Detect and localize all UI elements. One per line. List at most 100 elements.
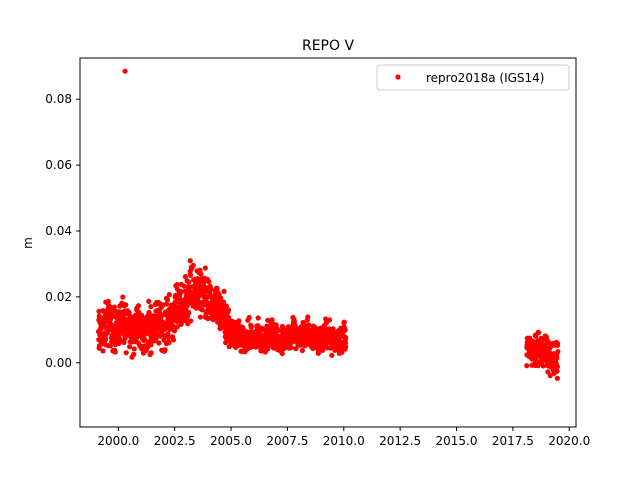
data-point-spread xyxy=(255,315,261,321)
y-axis-label: m xyxy=(21,237,35,249)
data-point-spread xyxy=(187,258,193,264)
data-point-spread xyxy=(199,307,205,313)
data-point-spread xyxy=(536,329,542,336)
data-point-spread xyxy=(331,334,337,340)
data-point-spread xyxy=(164,333,170,339)
data-point-spread xyxy=(105,342,111,349)
data-point-spread xyxy=(120,294,126,300)
data-point-spread xyxy=(133,330,139,336)
data-point-spread xyxy=(96,317,102,323)
data-point-spread xyxy=(218,295,224,301)
data-point-spread xyxy=(524,352,530,358)
data-point-spread xyxy=(215,300,221,307)
data-point-spread xyxy=(182,274,188,280)
data-point-spread xyxy=(172,304,178,311)
data-point-spread xyxy=(218,305,224,312)
data-point-spread xyxy=(272,345,278,351)
x-tick-label: 2007.5 xyxy=(266,434,308,448)
plot-frame xyxy=(79,57,577,428)
data-point-spread xyxy=(113,320,120,326)
data-point-spread xyxy=(291,319,297,325)
data-point-spread xyxy=(224,314,230,320)
data-point-spread xyxy=(123,320,129,326)
data-point-spread xyxy=(304,324,310,330)
data-point-spread xyxy=(532,348,539,355)
x-tick-label: 2015.0 xyxy=(436,434,478,448)
data-point-spread xyxy=(554,375,560,381)
data-point-spread xyxy=(271,330,277,336)
data-point-spread xyxy=(325,332,331,338)
data-point-spread xyxy=(122,335,128,341)
data-point-spread xyxy=(195,291,201,297)
data-point-spread xyxy=(330,341,337,347)
data-point-spread xyxy=(220,299,227,305)
data-point-spread xyxy=(554,342,561,349)
data-point-spread xyxy=(173,283,179,289)
data-point-spread xyxy=(131,351,137,357)
data-point-spread xyxy=(321,331,327,337)
data-point-spread xyxy=(299,347,305,354)
data-point-spread xyxy=(96,308,102,314)
data-point-spread xyxy=(127,324,134,330)
data-point-spread xyxy=(548,342,554,348)
data-point-spread xyxy=(338,339,345,345)
data-point-spread xyxy=(321,344,327,350)
data-point-spread xyxy=(342,336,349,342)
data-point-spread xyxy=(248,339,255,345)
x-tick-label: 2000.0 xyxy=(97,434,139,448)
data-point-spread xyxy=(96,313,102,319)
data-point-spread xyxy=(166,340,172,346)
y-tick-label: 0.02 xyxy=(45,290,72,304)
data-point-spread xyxy=(97,331,103,337)
data-point-spread xyxy=(341,320,347,326)
data-point-spread xyxy=(555,349,561,355)
data-point xyxy=(122,68,128,74)
data-point-spread xyxy=(197,314,204,320)
data-point-spread xyxy=(190,262,196,269)
data-point-spread xyxy=(181,297,187,303)
data-point-spread xyxy=(551,355,557,362)
data-point-spread xyxy=(163,301,170,307)
data-point-spread xyxy=(185,284,191,290)
data-point-spread xyxy=(187,272,194,278)
y-tick-label: 0.06 xyxy=(45,158,72,172)
data-point-spread xyxy=(105,298,111,305)
data-point-spread xyxy=(236,338,242,344)
data-point-spread xyxy=(159,312,165,319)
data-point-spread xyxy=(547,373,553,379)
data-point-spread xyxy=(217,323,224,330)
data-point-spread xyxy=(340,325,346,331)
legend-marker xyxy=(395,74,401,80)
data-point-spread xyxy=(213,285,220,291)
legend-box xyxy=(376,64,570,91)
data-point-spread xyxy=(182,301,189,307)
data-point-spread xyxy=(339,349,345,355)
data-point-spread xyxy=(156,340,162,346)
data-point-spread xyxy=(158,319,164,326)
data-point-spread xyxy=(240,327,246,333)
data-point-spread xyxy=(342,340,349,346)
data-point-spread xyxy=(111,304,117,310)
data-point-spread xyxy=(186,310,192,316)
data-point-spread xyxy=(142,315,148,321)
data-point-spread xyxy=(150,329,156,335)
data-point-spread xyxy=(105,302,112,308)
data-point-spread xyxy=(329,328,336,335)
data-point-spread xyxy=(551,370,557,376)
data-point-spread xyxy=(121,339,127,345)
data-point-spread xyxy=(186,279,192,285)
y-tick-label: 0.00 xyxy=(45,356,72,370)
y-axis: 0.00 0.02 0.04 0.06 0.08 xyxy=(45,92,80,370)
data-point-spread xyxy=(181,283,187,289)
data-point-spread xyxy=(198,271,204,277)
data-point-spread xyxy=(131,314,137,320)
data-point-spread xyxy=(249,343,255,349)
data-point-spread xyxy=(254,323,260,329)
data-point-spread xyxy=(248,324,254,330)
data-point-spread xyxy=(271,338,277,344)
data-point-spread xyxy=(326,317,333,323)
data-point-spread xyxy=(273,322,279,328)
data-point-spread xyxy=(267,318,273,324)
data-point-spread xyxy=(544,358,550,364)
